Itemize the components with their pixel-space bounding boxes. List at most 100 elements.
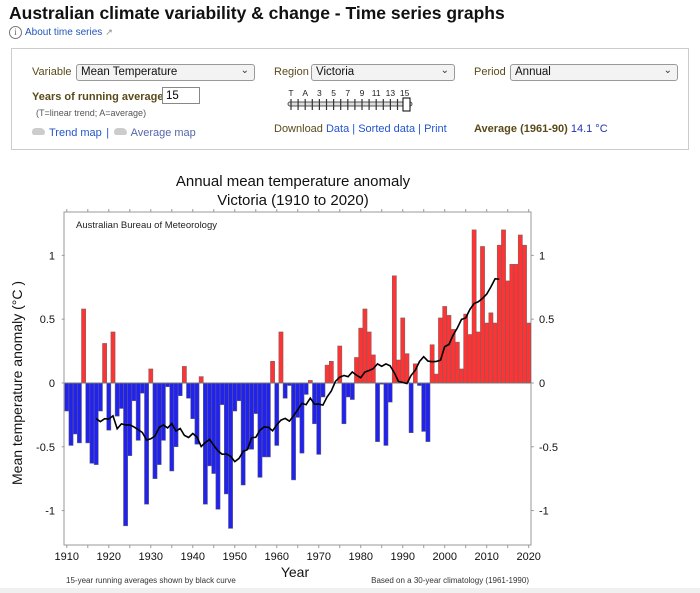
bar-1979 — [354, 357, 359, 384]
bar-1950 — [232, 382, 238, 412]
variable-label: Variable — [32, 66, 72, 78]
australia-map-icon — [113, 128, 127, 136]
slider-label[interactable]: A — [302, 88, 308, 98]
bar-1971 — [320, 382, 326, 398]
chevron-down-icon: ⌄ — [240, 65, 249, 76]
bar-1922 — [114, 382, 120, 417]
bar-1942 — [198, 376, 204, 384]
x-tick-label: 2020 — [516, 551, 540, 563]
slider-label[interactable]: 3 — [317, 88, 322, 98]
bar-2004 — [459, 368, 464, 384]
bar-1944 — [207, 382, 212, 467]
about-time-series[interactable]: i About time series ↗ — [9, 26, 113, 39]
slider-handle[interactable] — [402, 97, 411, 112]
running-average-input[interactable] — [162, 87, 200, 104]
y-tick-label-left: 0.5 — [40, 314, 55, 326]
bar-1940 — [190, 382, 196, 419]
bar-1923 — [119, 382, 124, 409]
average-label: Average (1961-90) — [474, 123, 568, 135]
bar-1930 — [148, 368, 154, 384]
slider-label[interactable]: 5 — [331, 88, 336, 98]
data-link[interactable]: Data — [325, 123, 350, 135]
average-map-link[interactable]: Average map — [130, 127, 196, 139]
bar-1921 — [110, 331, 116, 384]
bar-1936 — [173, 382, 179, 448]
trend-map-link[interactable]: Trend map — [49, 127, 102, 139]
variable-select[interactable]: Mean Temperature ⌄ — [76, 64, 255, 81]
bar-1996 — [425, 382, 431, 442]
sorted-data-link[interactable]: Sorted data — [358, 123, 416, 135]
bar-1934 — [165, 382, 170, 388]
page-footer-band — [0, 588, 700, 593]
watermark-text: Australian Bureau of Meteorology — [76, 220, 217, 231]
bar-1929 — [144, 382, 149, 505]
y-tick-label-right: -1 — [539, 506, 549, 518]
bar-1920 — [106, 382, 112, 431]
bar-2006 — [467, 334, 473, 384]
y-tick-label-left: 1 — [49, 250, 55, 262]
bar-2017 — [513, 264, 519, 384]
bar-1962 — [282, 382, 288, 399]
bar-1924 — [123, 382, 128, 527]
controls-panel: Variable Mean Temperature ⌄ Region Victo… — [11, 48, 689, 150]
bar-2014 — [501, 229, 506, 384]
bar-1912 — [72, 382, 78, 435]
bar-1976 — [341, 382, 347, 425]
bar-1992 — [408, 382, 414, 433]
running-average-slider[interactable]: T A 3 5 7 9 11 13 15 — [286, 87, 416, 117]
bar-1913 — [77, 382, 82, 444]
bar-2011 — [488, 312, 494, 384]
slider-label[interactable]: 11 — [372, 88, 381, 98]
bar-1931 — [152, 382, 158, 479]
about-time-series-link[interactable]: About time series — [25, 27, 103, 38]
bar-2019 — [522, 244, 527, 384]
australia-map-icon — [32, 128, 45, 136]
bar-1972 — [324, 364, 330, 384]
bar-2005 — [463, 313, 469, 384]
bar-1977 — [345, 382, 351, 398]
bar-1978 — [349, 382, 355, 400]
separator: | — [352, 123, 356, 135]
bar-1967 — [303, 382, 309, 395]
average-value: 14.1 °C — [570, 123, 608, 135]
slider-label[interactable]: 7 — [345, 88, 350, 98]
footnote-left: 15-year running averages shown by black … — [66, 576, 236, 585]
bar-1960 — [274, 382, 280, 446]
bar-1982 — [366, 331, 372, 384]
x-tick-label: 1960 — [265, 551, 289, 563]
bar-1973 — [328, 361, 334, 384]
slider-label[interactable]: 9 — [360, 88, 365, 98]
period-select[interactable]: Annual ⌄ — [510, 64, 678, 81]
slider-label[interactable]: 13 — [386, 88, 396, 98]
bar-2012 — [492, 322, 498, 384]
bar-1991 — [404, 353, 410, 384]
slider-track[interactable] — [287, 101, 413, 107]
bar-1999 — [438, 317, 443, 384]
variable-value: Mean Temperature — [81, 66, 178, 78]
bar-1958 — [266, 382, 271, 458]
bar-2016 — [509, 264, 515, 384]
slider-label[interactable]: T — [288, 88, 293, 98]
bar-1995 — [421, 382, 427, 432]
bar-2018 — [517, 234, 523, 384]
running-average-line — [95, 277, 500, 463]
bar-1926 — [131, 382, 137, 402]
region-select[interactable]: Victoria ⌄ — [311, 64, 455, 81]
bar-1955 — [253, 382, 259, 414]
bar-1948 — [224, 382, 229, 495]
map-links: Trend map | Average map — [32, 123, 196, 141]
print-link[interactable]: Print — [424, 123, 447, 135]
bar-1961 — [278, 331, 284, 384]
bar-2009 — [480, 246, 485, 384]
bar-1915 — [85, 382, 91, 444]
bar-1946 — [215, 382, 221, 510]
x-tick-label: 1980 — [348, 551, 372, 563]
bar-2008 — [475, 331, 481, 384]
separator: | — [418, 123, 422, 135]
bar-1964 — [291, 382, 296, 481]
bar-2015 — [505, 280, 511, 384]
y-tick-label-right: 0 — [539, 378, 545, 390]
slider-label[interactable]: 15 — [400, 88, 410, 98]
bar-1984 — [375, 382, 380, 442]
period-value: Annual — [515, 66, 551, 78]
